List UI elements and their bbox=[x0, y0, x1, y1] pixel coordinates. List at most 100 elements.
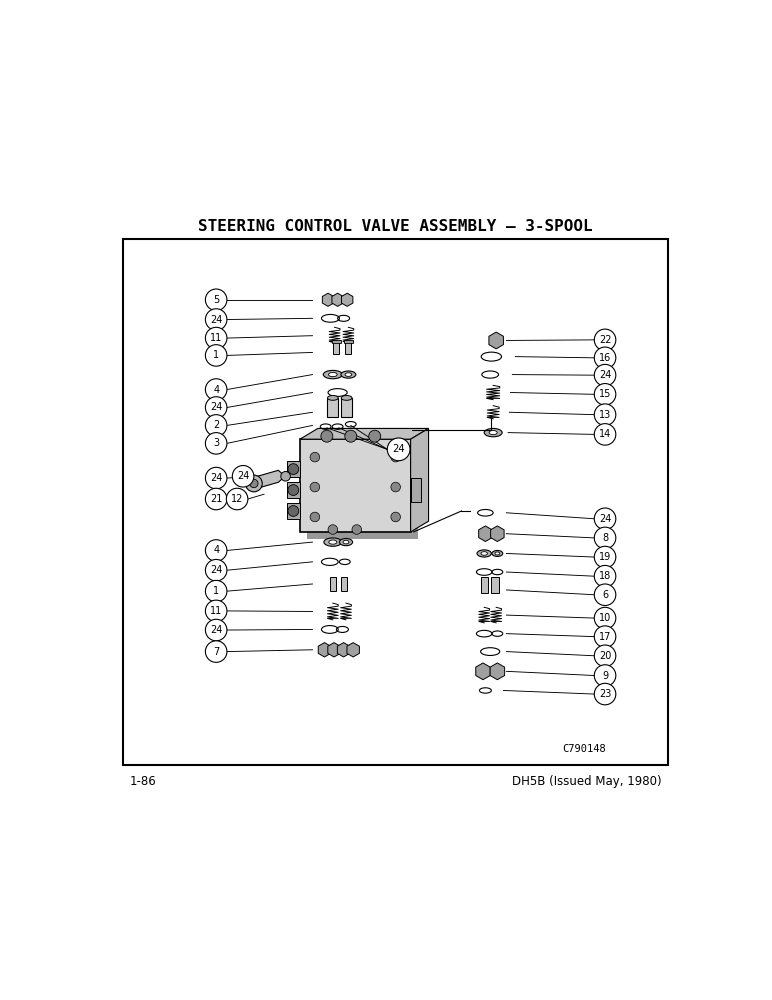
Circle shape bbox=[310, 452, 320, 462]
Circle shape bbox=[281, 471, 290, 481]
Text: 24: 24 bbox=[599, 370, 611, 380]
Text: 23: 23 bbox=[599, 689, 611, 699]
Polygon shape bbox=[347, 643, 360, 657]
FancyBboxPatch shape bbox=[345, 342, 351, 354]
FancyBboxPatch shape bbox=[332, 340, 340, 343]
Text: 9: 9 bbox=[602, 671, 608, 681]
Circle shape bbox=[369, 430, 381, 442]
Text: 4: 4 bbox=[213, 385, 219, 395]
Text: 10: 10 bbox=[599, 613, 611, 623]
Text: 17: 17 bbox=[599, 632, 611, 642]
Text: 24: 24 bbox=[210, 315, 222, 325]
Circle shape bbox=[594, 364, 616, 386]
FancyBboxPatch shape bbox=[340, 577, 347, 591]
Text: 13: 13 bbox=[599, 410, 611, 420]
Text: 21: 21 bbox=[210, 494, 222, 504]
Circle shape bbox=[594, 546, 616, 568]
FancyBboxPatch shape bbox=[481, 577, 488, 593]
FancyBboxPatch shape bbox=[286, 482, 300, 498]
Circle shape bbox=[594, 607, 616, 629]
Circle shape bbox=[226, 488, 248, 510]
Circle shape bbox=[249, 479, 258, 488]
Circle shape bbox=[205, 619, 227, 641]
Ellipse shape bbox=[340, 539, 353, 546]
Text: 24: 24 bbox=[237, 471, 249, 481]
Circle shape bbox=[205, 433, 227, 454]
Circle shape bbox=[205, 289, 227, 311]
Ellipse shape bbox=[329, 372, 337, 377]
Polygon shape bbox=[318, 643, 330, 657]
Circle shape bbox=[391, 512, 401, 522]
Text: 15: 15 bbox=[599, 389, 611, 399]
Circle shape bbox=[205, 641, 227, 662]
Ellipse shape bbox=[345, 373, 352, 376]
Circle shape bbox=[321, 430, 333, 442]
Circle shape bbox=[205, 327, 227, 349]
Text: DH5B (Issued May, 1980): DH5B (Issued May, 1980) bbox=[513, 775, 662, 788]
Polygon shape bbox=[491, 526, 504, 541]
Ellipse shape bbox=[323, 370, 343, 379]
FancyBboxPatch shape bbox=[334, 342, 340, 354]
Text: 4: 4 bbox=[213, 545, 219, 555]
Circle shape bbox=[205, 379, 227, 400]
Circle shape bbox=[594, 565, 616, 587]
Circle shape bbox=[328, 525, 337, 534]
Circle shape bbox=[594, 424, 616, 445]
FancyBboxPatch shape bbox=[327, 398, 338, 417]
FancyBboxPatch shape bbox=[307, 446, 418, 539]
Ellipse shape bbox=[477, 550, 492, 557]
Text: 11: 11 bbox=[210, 606, 222, 616]
Text: 18: 18 bbox=[599, 571, 611, 581]
Circle shape bbox=[594, 508, 616, 530]
Ellipse shape bbox=[341, 396, 352, 400]
Text: 1: 1 bbox=[213, 350, 219, 360]
Circle shape bbox=[205, 467, 227, 489]
FancyBboxPatch shape bbox=[344, 340, 353, 343]
Text: 1-86: 1-86 bbox=[130, 775, 156, 788]
Ellipse shape bbox=[327, 396, 338, 400]
Text: 6: 6 bbox=[602, 590, 608, 600]
Ellipse shape bbox=[489, 431, 497, 435]
Circle shape bbox=[594, 584, 616, 606]
Polygon shape bbox=[332, 293, 344, 306]
FancyBboxPatch shape bbox=[330, 577, 336, 591]
FancyBboxPatch shape bbox=[411, 478, 422, 502]
Polygon shape bbox=[341, 293, 353, 306]
Ellipse shape bbox=[495, 552, 499, 555]
Circle shape bbox=[288, 485, 299, 495]
Text: 2: 2 bbox=[213, 420, 219, 430]
Circle shape bbox=[205, 397, 227, 418]
Circle shape bbox=[205, 345, 227, 366]
Text: 7: 7 bbox=[213, 647, 219, 657]
Ellipse shape bbox=[341, 371, 356, 378]
Polygon shape bbox=[300, 428, 428, 439]
Circle shape bbox=[205, 559, 227, 581]
Circle shape bbox=[391, 482, 401, 492]
Text: 3: 3 bbox=[213, 438, 219, 448]
Text: 24: 24 bbox=[210, 625, 222, 635]
Ellipse shape bbox=[492, 550, 503, 556]
Text: C790148: C790148 bbox=[562, 744, 606, 754]
Polygon shape bbox=[490, 663, 505, 680]
Circle shape bbox=[310, 512, 320, 522]
Text: 14: 14 bbox=[599, 429, 611, 439]
Circle shape bbox=[594, 626, 616, 647]
FancyBboxPatch shape bbox=[286, 503, 300, 519]
Circle shape bbox=[388, 438, 410, 461]
FancyBboxPatch shape bbox=[300, 439, 411, 532]
Text: 19: 19 bbox=[599, 552, 611, 562]
Text: 24: 24 bbox=[210, 473, 222, 483]
Polygon shape bbox=[337, 643, 350, 657]
Bar bbox=[124, 239, 668, 765]
Ellipse shape bbox=[343, 540, 349, 544]
Circle shape bbox=[232, 466, 254, 487]
Polygon shape bbox=[411, 428, 428, 532]
Circle shape bbox=[594, 404, 616, 425]
Circle shape bbox=[594, 683, 616, 705]
Circle shape bbox=[594, 645, 616, 667]
Text: 20: 20 bbox=[599, 651, 611, 661]
Circle shape bbox=[310, 482, 320, 492]
Circle shape bbox=[205, 580, 227, 602]
Text: 24: 24 bbox=[599, 514, 611, 524]
Ellipse shape bbox=[484, 428, 502, 437]
